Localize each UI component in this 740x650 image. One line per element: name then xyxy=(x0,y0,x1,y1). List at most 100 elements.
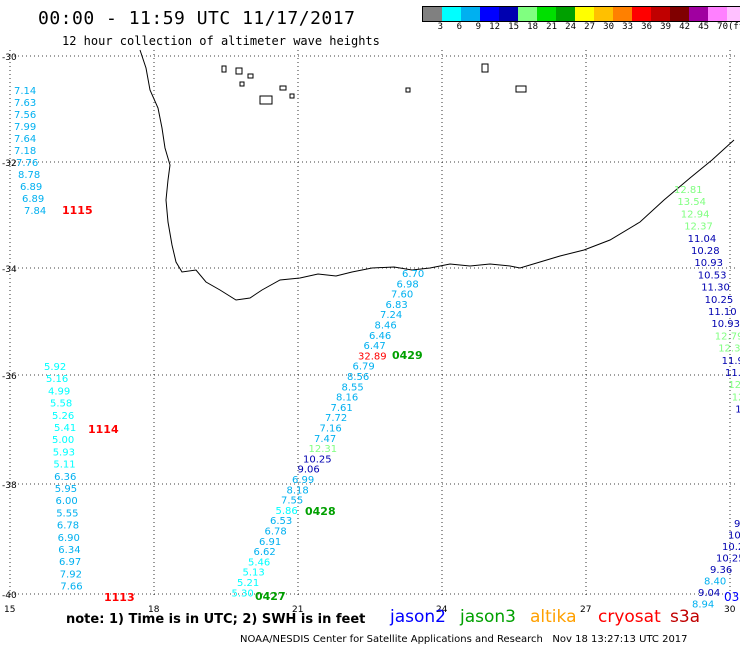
color-scale-cell xyxy=(632,7,651,21)
swh-value: 12. xyxy=(728,380,740,391)
color-scale-label: 21 xyxy=(546,22,557,32)
lat-label: -40 xyxy=(2,591,17,601)
color-scale-cell xyxy=(613,7,632,21)
swh-value: 7.76 xyxy=(16,158,38,169)
lon-label: 21 xyxy=(292,605,303,615)
swh-value: 6.78 xyxy=(57,521,79,532)
track-time-label: 1115 xyxy=(62,204,93,217)
swh-value: 5.00 xyxy=(52,435,74,446)
swh-value: 7.99 xyxy=(14,122,36,133)
swh-value: 10.2 xyxy=(722,542,740,553)
lon-label: 24 xyxy=(436,605,448,615)
satellite-legend-item: jason2 xyxy=(390,607,446,627)
swh-value: 7.63 xyxy=(14,98,36,109)
lon-label: 27 xyxy=(580,605,591,615)
swh-value: 11.10 xyxy=(708,307,737,318)
swh-value: 6.34 xyxy=(58,545,80,556)
swh-value: 10.93 xyxy=(711,319,740,330)
swh-value: 8.56 xyxy=(347,372,369,383)
track-time-label: 1113 xyxy=(104,591,135,604)
color-scale-cell xyxy=(594,7,613,21)
swh-value: 7.24 xyxy=(380,310,402,321)
swh-value: 1 xyxy=(735,405,740,416)
color-scale-cell xyxy=(499,7,518,21)
coastline xyxy=(139,49,735,301)
swh-value: 9 xyxy=(734,519,740,530)
swh-value: 7.61 xyxy=(331,403,353,414)
color-scale-cell xyxy=(442,7,461,21)
swh-value: 6.70 xyxy=(402,269,424,280)
swh-value: 5.86 xyxy=(276,506,298,517)
track-time-label: 03 xyxy=(724,590,739,604)
color-scale-label: 33 xyxy=(622,22,633,32)
swh-value: 5.16 xyxy=(46,374,68,385)
color-scale-cell xyxy=(575,7,594,21)
swh-value: 5.13 xyxy=(243,568,265,579)
swh-value: 12.3 xyxy=(718,344,740,355)
color-scale-label: 15 xyxy=(508,22,519,32)
swh-value: 6.79 xyxy=(353,362,375,373)
swh-value: 5.46 xyxy=(248,557,270,568)
swh-value: 6.53 xyxy=(270,516,292,527)
lat-lon-grid xyxy=(9,50,736,598)
color-scale-label: 70 xyxy=(717,22,728,32)
color-scale xyxy=(422,6,740,22)
swh-value: 6.90 xyxy=(58,533,80,544)
lon-label: 18 xyxy=(148,605,160,615)
swh-value: 5.55 xyxy=(56,508,78,519)
lat-label: -32 xyxy=(2,159,17,169)
lat-label: -34 xyxy=(2,265,17,275)
swh-value: 6.36 xyxy=(54,472,76,483)
color-scale-label: 24 xyxy=(565,22,576,32)
color-scale-label: 18 xyxy=(527,22,538,32)
swh-value: 6.00 xyxy=(56,496,78,507)
swh-value: 9.04 xyxy=(698,588,720,599)
color-scale-cell xyxy=(689,7,708,21)
swh-value: 12.79 xyxy=(715,331,740,342)
swh-value: 5.58 xyxy=(50,399,72,410)
swh-value: 12.94 xyxy=(681,209,710,220)
swh-value: 10.53 xyxy=(698,270,727,281)
swh-value: 9.06 xyxy=(298,465,320,476)
color-scale-cell xyxy=(518,7,537,21)
swh-value: 10.25 xyxy=(716,554,740,565)
swh-value: 6.89 xyxy=(22,194,44,205)
satellite-legend-item: altika xyxy=(530,607,577,627)
swh-value: 7.84 xyxy=(24,206,46,217)
satellite-legend-item: s3a xyxy=(670,607,701,627)
swh-value: 7.18 xyxy=(14,146,36,157)
lat-label: -36 xyxy=(2,372,17,382)
swh-value: 8.46 xyxy=(375,321,397,332)
credit-line: NOAA/NESDIS Center for Satellite Applica… xyxy=(240,634,688,645)
swh-value: 5.30 xyxy=(232,588,254,599)
swh-value: 6.91 xyxy=(259,537,281,548)
color-scale-cell xyxy=(651,7,670,21)
color-scale-label: 6 xyxy=(456,22,462,32)
swh-value: 7.56 xyxy=(14,110,36,121)
swh-value: 10.28 xyxy=(691,246,720,257)
swh-value: 8.16 xyxy=(336,393,358,404)
swh-value: 7.64 xyxy=(14,134,36,145)
swh-value: 10.93 xyxy=(694,258,723,269)
color-scale-label: 30 xyxy=(603,22,614,32)
swh-value: 10. xyxy=(728,531,740,542)
swh-value: 7.47 xyxy=(314,434,336,445)
swh-value: 5.95 xyxy=(55,484,77,495)
swh-value: 12.81 xyxy=(674,185,703,196)
satellite-legend-item: cryosat xyxy=(598,607,661,627)
track-time-label: 0427 xyxy=(255,590,286,603)
color-scale-cell xyxy=(537,7,556,21)
swh-value: 12.37 xyxy=(684,222,713,233)
swh-value: 6.98 xyxy=(397,279,419,290)
swh-value: 6.62 xyxy=(254,547,276,558)
swh-value: 7.14 xyxy=(14,86,36,97)
swh-value: 8.94 xyxy=(692,600,714,611)
color-scale-label: 45 xyxy=(698,22,709,32)
swh-value: 11.04 xyxy=(688,234,717,245)
swh-value: 11.9 xyxy=(722,356,740,367)
color-scale-label: 9 xyxy=(475,22,481,32)
swh-value: 7.60 xyxy=(391,290,413,301)
lon-label: 30 xyxy=(724,605,736,615)
swh-value: 9.36 xyxy=(710,565,732,576)
color-scale-cell xyxy=(480,7,499,21)
